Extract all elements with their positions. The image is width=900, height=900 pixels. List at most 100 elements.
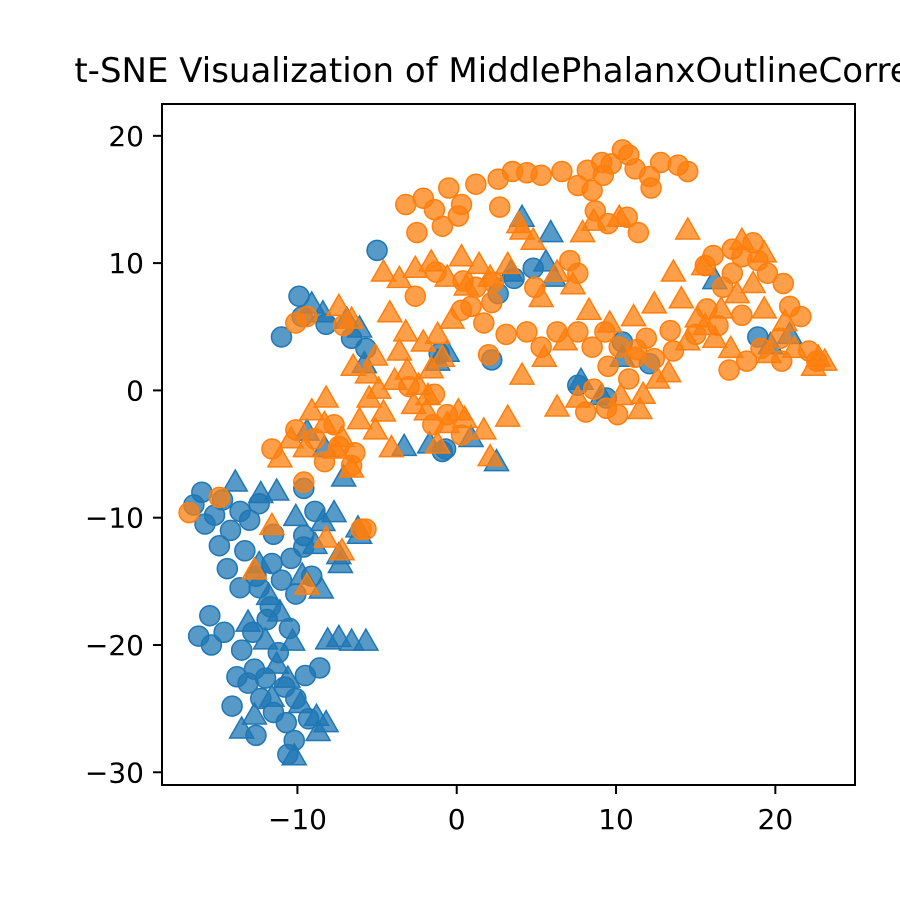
- point-blue-circle: [219, 519, 242, 542]
- point-blue-circle: [226, 666, 248, 688]
- point-orange-triangle: [386, 337, 413, 361]
- point-orange-triangle: [531, 343, 558, 368]
- point-orange-triangle: [328, 537, 356, 561]
- point-orange-triangle: [607, 381, 635, 406]
- point-orange-triangle: [771, 308, 799, 332]
- point-orange-triangle: [465, 250, 493, 275]
- point-orange-triangle: [543, 393, 571, 417]
- point-orange-circle: [516, 321, 538, 343]
- point-orange-triangle: [800, 352, 827, 376]
- point-orange-triangle: [241, 556, 268, 580]
- point-orange-triangle: [543, 258, 571, 282]
- point-blue-circle: [208, 534, 231, 557]
- point-orange-triangle: [339, 352, 367, 376]
- point-orange-triangle: [312, 384, 340, 408]
- point-orange-circle: [597, 355, 619, 377]
- point-orange-triangle: [311, 409, 338, 434]
- point-orange-triangle: [445, 397, 472, 421]
- point-orange-triangle: [338, 305, 365, 329]
- point-orange-circle: [649, 151, 672, 174]
- point-blue-circle: [275, 711, 298, 734]
- point-orange-circle: [581, 336, 603, 358]
- point-orange-triangle: [370, 398, 397, 422]
- point-orange-circle: [756, 262, 779, 285]
- point-orange-triangle: [750, 295, 778, 319]
- point-blue-circle: [230, 639, 253, 661]
- point-blue-triangle: [304, 718, 332, 742]
- point-orange-triangle: [683, 304, 711, 328]
- point-orange-triangle: [392, 318, 420, 342]
- point-blue-triangle: [274, 664, 302, 688]
- point-orange-triangle: [325, 292, 353, 317]
- point-blue-triangle: [241, 701, 268, 725]
- point-orange-circle: [643, 347, 666, 370]
- point-orange-triangle: [655, 359, 682, 383]
- point-orange-triangle: [690, 252, 717, 276]
- point-orange-circle: [618, 144, 640, 166]
- point-orange-circle: [404, 285, 427, 307]
- point-orange-triangle: [494, 250, 521, 275]
- point-blue-triangle: [532, 248, 560, 272]
- point-orange-circle: [406, 221, 428, 244]
- point-orange-triangle: [417, 248, 445, 272]
- point-orange-triangle: [433, 263, 461, 287]
- point-orange-triangle: [258, 511, 286, 536]
- point-blue-triangle: [537, 219, 565, 243]
- point-orange-triangle: [755, 339, 783, 364]
- point-orange-circle: [178, 501, 200, 524]
- point-orange-triangle: [559, 271, 587, 295]
- point-orange-triangle: [413, 397, 440, 421]
- x-tick-label: 10: [598, 803, 634, 836]
- point-orange-circle: [582, 378, 605, 400]
- point-orange-circle: [721, 262, 744, 285]
- point-orange-triangle: [293, 571, 321, 595]
- point-orange-circle: [676, 160, 699, 183]
- point-orange-circle: [635, 327, 658, 349]
- point-orange-circle: [495, 323, 517, 346]
- point-orange-circle: [772, 272, 795, 295]
- point-orange-triangle: [701, 324, 729, 348]
- point-orange-triangle: [551, 327, 579, 351]
- point-blue-circle: [234, 540, 256, 562]
- point-blue-triangle: [266, 598, 294, 622]
- x-tick-label: −10: [268, 803, 327, 836]
- point-blue-triangle: [352, 627, 380, 651]
- point-blue-triangle: [280, 742, 308, 766]
- point-orange-triangle: [448, 243, 475, 267]
- point-blue-circle: [366, 239, 388, 262]
- point-orange-triangle: [476, 263, 504, 287]
- point-orange-triangle: [378, 434, 405, 458]
- point-orange-triangle: [519, 226, 547, 250]
- point-blue-circle: [221, 695, 243, 717]
- x-tick-label: 20: [758, 803, 794, 836]
- plot-frame: [161, 103, 856, 786]
- y-tick-label: −20: [85, 629, 144, 662]
- point-blue-circle: [238, 509, 261, 531]
- point-blue-triangle: [255, 581, 283, 606]
- point-orange-triangle: [338, 454, 365, 478]
- x-tick-label: 0: [448, 803, 466, 836]
- point-blue-circle: [216, 557, 239, 580]
- point-orange-circle: [618, 368, 640, 390]
- point-orange-circle: [627, 221, 650, 244]
- axes-layer: −10 0 10 20 20 10 0 −10 −20 −30: [85, 120, 793, 836]
- point-blue-circle: [308, 657, 331, 679]
- point-orange-triangle: [739, 269, 767, 294]
- point-orange-triangle: [605, 203, 633, 228]
- point-orange-triangle: [438, 305, 466, 329]
- point-orange-triangle: [707, 295, 735, 319]
- point-orange-triangle: [346, 406, 373, 430]
- point-orange-triangle: [629, 380, 657, 404]
- point-orange-circle: [465, 173, 487, 195]
- point-orange-triangle: [470, 416, 498, 440]
- chart-title: t-SNE Visualization of MiddlePhalanxOutl…: [74, 51, 900, 91]
- point-blue-triangle: [287, 690, 314, 714]
- point-orange-triangle: [376, 299, 404, 323]
- point-orange-triangle: [626, 395, 654, 420]
- point-orange-circle: [567, 321, 589, 343]
- point-orange-triangle: [564, 384, 592, 408]
- point-orange-circle: [624, 346, 646, 369]
- point-orange-triangle: [362, 416, 389, 440]
- point-blue-circle: [199, 604, 221, 627]
- point-orange-triangle: [660, 258, 687, 282]
